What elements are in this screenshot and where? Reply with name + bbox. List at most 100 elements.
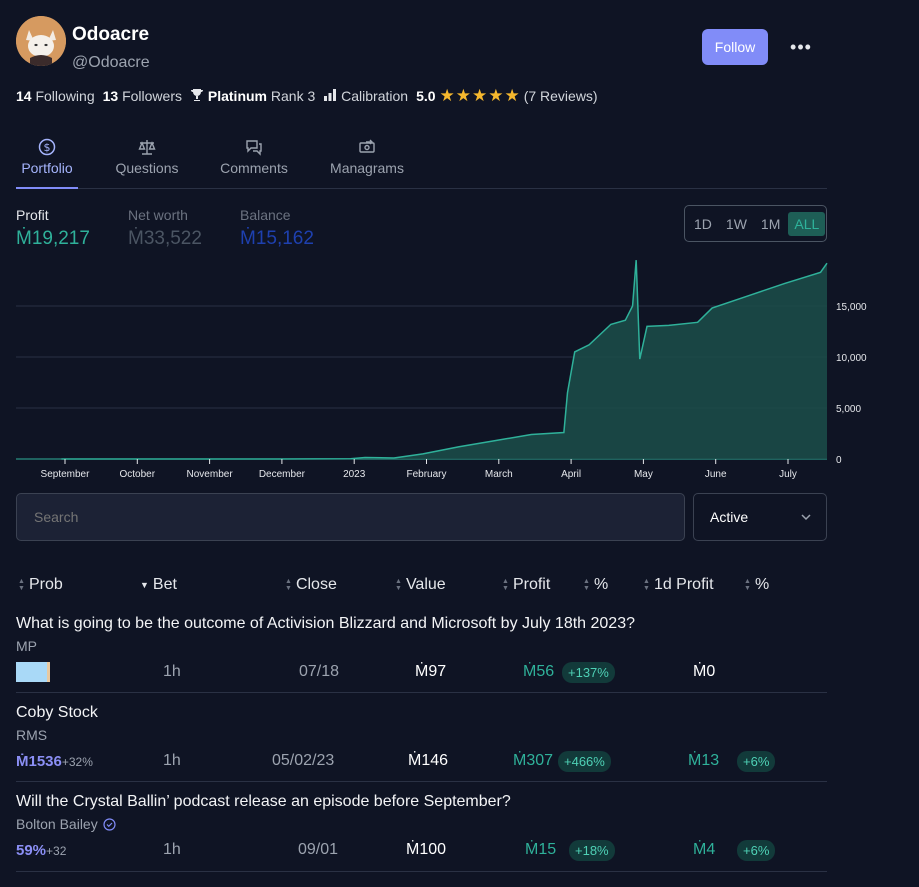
profile-stats: 14 Following 13 Followers Platinum Rank … bbox=[16, 86, 598, 106]
profile-handle: @Odoacre bbox=[72, 54, 150, 71]
prob-delta: +32 bbox=[46, 844, 67, 858]
question-title-link[interactable]: Will the Crystal Ballin’ podcast release… bbox=[16, 793, 511, 810]
range-1d-button[interactable]: 1D bbox=[694, 215, 712, 232]
more-options-icon[interactable]: ••• bbox=[790, 36, 812, 57]
money-transfer-icon bbox=[358, 136, 376, 158]
following-link[interactable]: Following bbox=[35, 88, 95, 104]
position-value: Ṁ97 bbox=[415, 663, 447, 680]
column-1d-profit[interactable]: ▲ ▼ 1d Profit bbox=[643, 576, 714, 594]
column-1d-pct[interactable]: ▲ ▼% bbox=[744, 576, 769, 594]
tab-questions[interactable]: Questions bbox=[112, 136, 182, 189]
following-count: 14 bbox=[16, 88, 32, 104]
question-creator-link[interactable]: RMS bbox=[16, 727, 48, 743]
star-icon: ★ bbox=[455, 86, 472, 105]
tab-comments[interactable]: Comments bbox=[216, 136, 292, 189]
question-title-link[interactable]: Coby Stock bbox=[16, 704, 98, 721]
league-link[interactable]: Platinum Rank 3 bbox=[204, 88, 315, 104]
calibration-link[interactable]: Calibration bbox=[341, 88, 409, 104]
tab-managrams[interactable]: Managrams bbox=[328, 136, 406, 189]
range-1w-button[interactable]: 1W bbox=[725, 215, 747, 232]
column-close[interactable]: ▲ ▼ Close bbox=[285, 576, 337, 594]
column-label: Close bbox=[295, 576, 337, 593]
prob-value: Ṁ1536 bbox=[16, 753, 62, 770]
column-bet[interactable]: ▼ Bet bbox=[140, 576, 177, 594]
tab-label: Portfolio bbox=[21, 160, 73, 176]
question-creator-link[interactable]: MP bbox=[16, 638, 37, 654]
day-pct-badge: +6% bbox=[737, 751, 776, 772]
day-profit: Ṁ13 bbox=[688, 752, 720, 769]
dollar-circle-icon: $ bbox=[38, 136, 56, 158]
reviews-link[interactable]: (7 Reviews) bbox=[523, 88, 598, 104]
profit-label[interactable]: Profit bbox=[16, 207, 49, 223]
star-icon: ★ bbox=[472, 86, 488, 105]
x-tick-label: July bbox=[779, 469, 797, 480]
question-creator-link[interactable]: Bolton Bailey bbox=[16, 816, 116, 832]
league-rank: Rank 3 bbox=[270, 88, 316, 104]
x-tick-label: September bbox=[41, 469, 91, 480]
search-input[interactable] bbox=[16, 493, 685, 541]
star-icon: ★ bbox=[488, 86, 504, 105]
position-value: Ṁ146 bbox=[408, 752, 449, 769]
avatar[interactable] bbox=[16, 16, 66, 66]
sort-icon: ▲ ▼ bbox=[285, 578, 292, 592]
position-value: Ṁ100 bbox=[406, 841, 447, 858]
position-profit: Ṁ56 bbox=[523, 663, 555, 680]
column-prob[interactable]: ▲ ▼ Prob bbox=[18, 576, 63, 594]
sort-icon: ▲ ▼ bbox=[583, 578, 590, 592]
close-date: 05/02/23 bbox=[272, 752, 335, 769]
tab-label: Questions bbox=[115, 160, 179, 176]
probability-value: 59%+32 bbox=[16, 842, 66, 859]
profit-chart[interactable]: 0 5,000 10,000 15,000 September October Novemb… bbox=[0, 250, 919, 485]
position-profit: Ṁ307 bbox=[513, 752, 554, 769]
prob-delta: +32% bbox=[61, 755, 93, 769]
x-tick-label: February bbox=[406, 469, 446, 480]
profit-pct-badge: +137% bbox=[562, 662, 615, 683]
x-tick-label: June bbox=[705, 469, 727, 480]
balance-label[interactable]: Balance bbox=[240, 207, 291, 223]
sort-desc-icon: ▼ bbox=[140, 579, 149, 590]
close-date: 09/01 bbox=[298, 841, 339, 858]
column-profit[interactable]: ▲ ▼ Profit bbox=[502, 576, 550, 594]
column-profit-pct[interactable]: ▲ ▼% bbox=[583, 576, 608, 594]
net-worth-value: Ṁ33,522 bbox=[128, 228, 202, 249]
verified-badge-icon bbox=[103, 817, 116, 831]
sort-icon: ▲ ▼ bbox=[502, 578, 509, 592]
range-1m-button[interactable]: 1M bbox=[760, 215, 781, 232]
column-label: Value bbox=[405, 576, 446, 593]
followers-count: 13 bbox=[102, 88, 119, 104]
column-label: Bet bbox=[152, 576, 177, 593]
sort-icon: ▲ ▼ bbox=[744, 578, 751, 592]
chat-bubbles-icon bbox=[245, 136, 263, 158]
y-tick-label: 0 bbox=[836, 455, 842, 466]
followers-link[interactable]: Followers bbox=[122, 88, 182, 104]
tab-portfolio[interactable]: $ Portfolio bbox=[16, 136, 78, 189]
column-label: Profit bbox=[512, 576, 551, 593]
column-value[interactable]: ▲ ▼ Value bbox=[395, 576, 446, 594]
fox-avatar-icon bbox=[16, 16, 66, 66]
creator-name: Bolton Bailey bbox=[16, 816, 98, 832]
follow-button[interactable]: Follow bbox=[702, 29, 768, 65]
bet-time: 1h bbox=[163, 841, 181, 858]
column-label: 1d Profit bbox=[653, 576, 714, 593]
league-name: Platinum bbox=[207, 88, 267, 104]
trophy-icon bbox=[190, 88, 204, 105]
prob-value: 59% bbox=[16, 842, 47, 859]
time-range-selector: 1D 1W 1M ALL bbox=[684, 205, 827, 242]
scale-icon bbox=[138, 136, 156, 158]
x-tick-label: 2023 bbox=[343, 469, 366, 480]
rating-stars[interactable]: ★★★★★ bbox=[439, 86, 520, 106]
probability-bar bbox=[16, 662, 50, 682]
bet-time: 1h bbox=[163, 663, 181, 680]
question-title-link[interactable]: What is going to be the outcome of Activ… bbox=[16, 615, 635, 632]
svg-text:$: $ bbox=[44, 141, 51, 154]
sort-icon: ▲ ▼ bbox=[643, 578, 650, 592]
column-label: Prob bbox=[28, 576, 63, 593]
profit-pct-badge: +466% bbox=[558, 751, 611, 772]
status-filter-select[interactable]: Active bbox=[693, 493, 827, 541]
row-divider bbox=[16, 871, 827, 872]
x-tick-label: December bbox=[259, 469, 306, 480]
profile-tabs: $ Portfolio Questions Comments Managrams bbox=[16, 136, 827, 189]
tab-label: Comments bbox=[220, 160, 288, 176]
range-all-button[interactable]: ALL bbox=[788, 211, 826, 236]
net-worth-label[interactable]: Net worth bbox=[128, 207, 188, 223]
